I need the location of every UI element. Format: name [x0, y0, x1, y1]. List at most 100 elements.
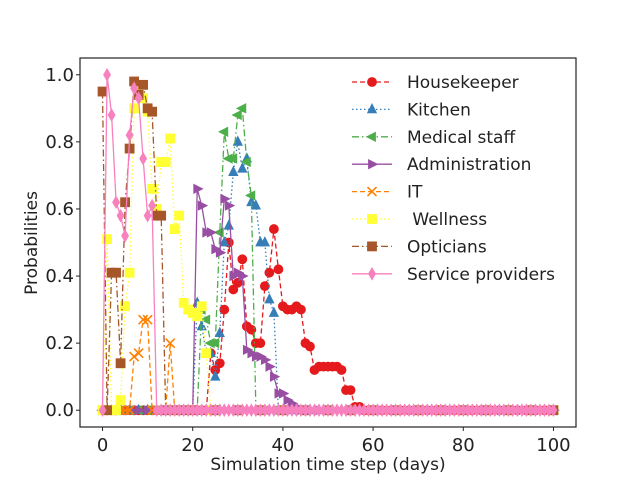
data-point-administration	[215, 247, 227, 258]
data-point-medical-staff	[208, 337, 220, 349]
data-point-wellness	[111, 405, 121, 416]
data-point-medical-staff	[199, 314, 211, 325]
data-point-it	[120, 405, 131, 416]
data-point-administration	[265, 361, 276, 372]
legend-item-administration: Administration	[352, 155, 531, 175]
legend-marker-service-providers	[368, 267, 376, 281]
x-tick-label: 80	[452, 435, 475, 456]
legend-marker-administration	[368, 159, 379, 170]
data-point-housekeeper	[219, 304, 230, 315]
legend-item-medical-staff: Medical staff	[352, 128, 516, 148]
data-point-service-providers	[148, 198, 157, 213]
x-axis-label: Simulation time step (days)	[210, 455, 445, 475]
y-axis-label: Probabilities	[22, 191, 42, 295]
y-tick-label: 0.8	[45, 132, 74, 153]
data-point-medical-staff	[244, 190, 256, 201]
legend-marker-wellness	[367, 214, 377, 224]
data-point-housekeeper	[296, 304, 306, 315]
data-point-wellness	[196, 301, 207, 312]
legend-label-administration: Administration	[407, 155, 531, 175]
data-point-opticians	[156, 210, 167, 221]
legend-label-opticians: Opticians	[407, 237, 487, 257]
data-point-it	[165, 338, 176, 349]
x-tick-label: 100	[536, 435, 570, 456]
y-axis: 0.0 0.2 0.4 0.6 0.8 1.0	[45, 65, 80, 421]
legend-item-it: IT	[352, 183, 423, 203]
legend-label-service-providers: Service providers	[407, 265, 555, 285]
data-point-kitchen	[268, 306, 280, 317]
data-point-opticians	[138, 79, 149, 90]
data-point-wellness	[160, 157, 171, 167]
data-point-opticians	[147, 106, 158, 117]
data-point-administration	[238, 270, 249, 282]
legend-label-wellness: Wellness	[407, 210, 487, 230]
data-point-kitchen	[228, 165, 239, 176]
legend-label-medical-staff: Medical staff	[407, 128, 516, 148]
y-tick-label: 1.0	[45, 65, 74, 86]
data-point-administration	[193, 183, 204, 194]
x-tick-label: 0	[97, 435, 108, 456]
data-point-opticians	[120, 197, 130, 208]
legend-label-housekeeper: Housekeeper	[407, 73, 519, 93]
legend-marker-opticians	[367, 241, 377, 252]
data-point-kitchen	[219, 236, 230, 247]
data-point-it	[129, 351, 140, 362]
data-point-it	[124, 405, 135, 416]
data-point-medical-staff	[240, 156, 251, 168]
data-point-wellness	[102, 234, 112, 245]
data-point-wellness	[124, 267, 135, 278]
data-point-wellness	[129, 103, 140, 114]
data-point-it	[142, 314, 153, 325]
data-point-service-providers	[112, 195, 121, 210]
data-point-administration	[143, 405, 155, 416]
data-point-medical-staff	[235, 103, 247, 114]
data-point-service-providers	[130, 81, 139, 95]
data-point-opticians	[111, 267, 121, 278]
legend-label-kitchen: Kitchen	[407, 100, 471, 120]
data-point-medical-staff	[226, 153, 238, 164]
legend-marker-it	[366, 186, 378, 197]
data-point-opticians	[97, 86, 108, 97]
data-point-service-providers	[549, 403, 558, 418]
data-point-service-providers	[103, 67, 112, 82]
data-point-wellness	[169, 224, 180, 234]
y-tick-label: 0.4	[45, 266, 74, 287]
data-point-housekeeper	[345, 385, 356, 396]
legend-item-housekeeper: Housekeeper	[352, 73, 519, 93]
data-point-administration	[197, 200, 209, 211]
data-point-housekeeper	[268, 224, 279, 234]
y-tick-label: 0.6	[45, 199, 74, 220]
x-axis: 0 20 40 60 80 100	[97, 427, 571, 456]
data-point-wellness	[192, 311, 203, 322]
data-point-housekeeper	[264, 267, 275, 278]
legend-item-kitchen: Kitchen	[352, 100, 471, 120]
data-point-wellness	[201, 348, 212, 359]
data-point-housekeeper	[214, 358, 225, 369]
data-point-service-providers	[143, 208, 152, 223]
legend-item-wellness: Wellness	[352, 210, 487, 230]
legend-marker-kitchen	[366, 103, 378, 114]
y-tick-label: 0.2	[45, 333, 74, 354]
data-point-administration	[269, 371, 281, 382]
data-point-kitchen	[237, 162, 248, 173]
data-point-service-providers	[125, 128, 134, 142]
x-tick-label: 60	[362, 435, 385, 456]
data-point-service-providers	[98, 403, 107, 418]
data-point-wellness	[165, 133, 176, 144]
data-point-kitchen	[250, 199, 262, 210]
data-point-kitchen	[210, 370, 221, 381]
legend-item-opticians: Opticians	[352, 237, 487, 257]
data-point-kitchen	[223, 219, 234, 230]
x-tick-label: 20	[181, 435, 204, 456]
data-point-service-providers	[116, 208, 125, 223]
data-point-housekeeper	[273, 264, 284, 275]
data-point-it	[138, 314, 149, 325]
legend-marker-housekeeper	[367, 77, 377, 87]
y-tick-label: 0.0	[45, 400, 74, 421]
data-point-administration	[224, 200, 236, 211]
data-point-service-providers	[134, 91, 143, 106]
data-point-administration	[134, 405, 146, 416]
series-layer	[96, 67, 560, 418]
data-point-it	[133, 348, 144, 359]
